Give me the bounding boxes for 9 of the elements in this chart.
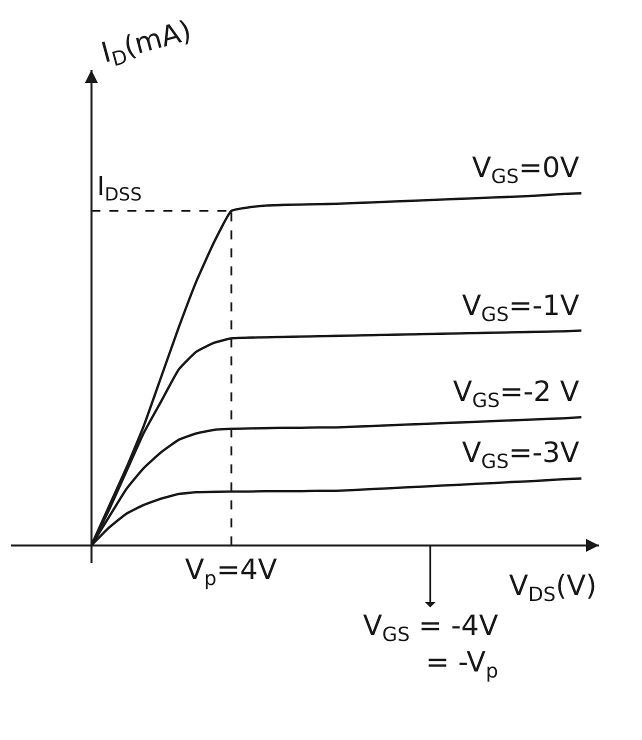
text: V$_{GS}$ = -4V = -V$_{p}$: [363, 609, 498, 682]
series-label: V$_{GS}$=-1V: [462, 289, 580, 326]
x-axis-title: V$_{DS}$(V): [509, 569, 597, 606]
ref-line-label: I$_{DSS}$: [97, 172, 142, 206]
series-label: V$_{GS}$=-3V: [462, 436, 580, 473]
series-label: V$_{GS}$=0V: [472, 151, 580, 188]
y-axis-title: I$_{D}$(mA): [98, 14, 196, 74]
text: V$_{p}$=4V: [185, 553, 278, 590]
series-label: V$_{GS}$=-2 V: [453, 375, 580, 412]
